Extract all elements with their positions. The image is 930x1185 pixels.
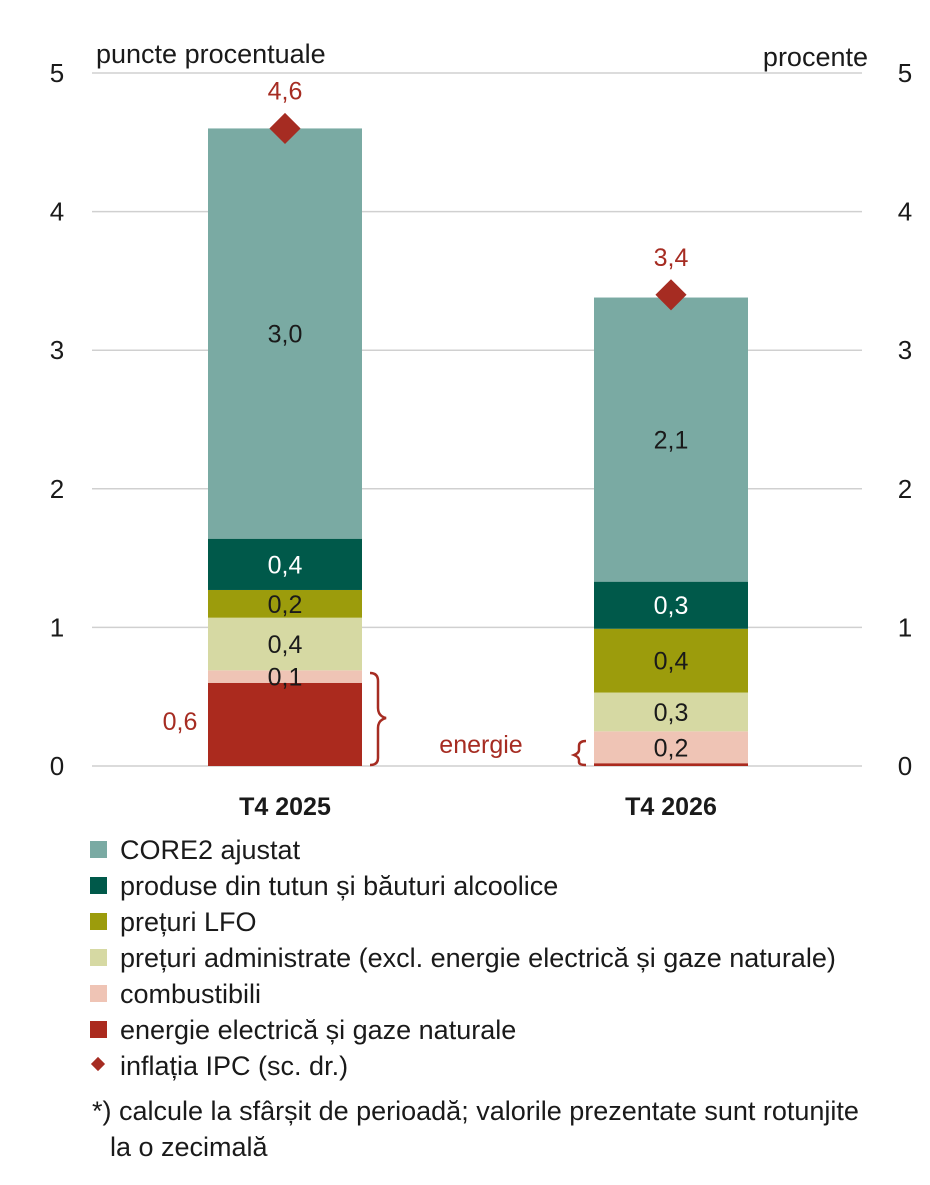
- y-tick-right: 4: [898, 197, 912, 227]
- axis-ticks: 0 0 1 1 2 2 3 3 4 4 5 5 T4 2025 T4 2026: [50, 58, 912, 821]
- energy-value-label-2025: 0,6: [163, 708, 198, 736]
- legend-label: CORE2 ajustat: [120, 835, 301, 865]
- bar-segment: [208, 589, 362, 618]
- cpi-marker: [269, 112, 301, 144]
- legend-swatch: [90, 985, 107, 1002]
- bar-segment: [594, 297, 748, 582]
- y-tick-right: 5: [898, 58, 912, 88]
- legend-label: combustibili: [120, 979, 262, 1009]
- left-axis-title: puncte procentuale: [96, 39, 326, 69]
- segment-label: 2,1: [654, 427, 689, 455]
- legend-label: energie electrică și gaze naturale: [120, 1015, 517, 1045]
- segment-label: 0,4: [268, 631, 303, 659]
- legend-diamond-icon: [90, 1056, 106, 1072]
- bar-segment: [208, 682, 362, 766]
- y-tick-left: 4: [50, 197, 64, 227]
- bar-segment: [594, 731, 748, 764]
- energy-brace-2026: [570, 739, 587, 767]
- bar-segment: [208, 670, 362, 683]
- legend-item: energie electrică și gaze naturale: [90, 1012, 920, 1048]
- y-tick-right: 2: [898, 474, 912, 504]
- legend: CORE2 ajustat produse din tutun și băutur…: [90, 832, 920, 1084]
- energy-word-label-2026: energie: [439, 731, 522, 759]
- right-axis-title: procente: [763, 42, 868, 72]
- legend-swatch: [90, 1021, 107, 1038]
- y-tick-left: 2: [50, 474, 64, 504]
- energy-brace-2025: [369, 671, 387, 767]
- legend-item: inflația IPC (sc. dr.): [90, 1048, 920, 1084]
- stacked-bar-chart: 0,1 0,4 0,2 0,4 3,0 4,6 0,2 0,3 0,4 0,3 2,1 3,4 0 0 1…: [50, 39, 912, 821]
- legend-item: prețuri administrate (excl. energie elec…: [90, 940, 920, 976]
- footnote-line-2: la o zecimală: [110, 1132, 268, 1162]
- y-tick-right: 0: [898, 751, 912, 781]
- legend-item: CORE2 ajustat: [90, 832, 920, 868]
- bars: [208, 128, 748, 766]
- bar-segment: [594, 628, 748, 693]
- footnote: *) calcule la sfârșit de perioadă; valor…: [92, 1093, 922, 1165]
- segment-label: 0,1: [268, 664, 303, 692]
- bar-segment: [208, 128, 362, 539]
- x-tick-label: T4 2025: [239, 793, 331, 821]
- legend-label: produse din tutun și băuturi alcoolice: [120, 871, 559, 901]
- legend-swatch: [90, 841, 107, 858]
- y-tick-left: 3: [50, 335, 64, 365]
- footnote-line-1: *) calcule la sfârșit de perioadă; valor…: [92, 1096, 859, 1126]
- segment-label: 0,2: [654, 734, 689, 762]
- bar-segment: [208, 617, 362, 671]
- segment-label: 0,2: [268, 591, 303, 619]
- legend-swatch: [90, 913, 107, 930]
- segment-label: 0,4: [654, 648, 689, 676]
- bar-segment: [208, 538, 362, 590]
- y-tick-left: 0: [50, 751, 64, 781]
- y-tick-right: 1: [898, 612, 912, 642]
- segment-label: 0,4: [268, 551, 303, 579]
- bar-segment: [594, 581, 748, 629]
- segment-label: 0,3: [654, 699, 689, 727]
- legend-item: prețuri LFO: [90, 904, 920, 940]
- legend-label: inflația IPC (sc. dr.): [120, 1051, 349, 1081]
- legend-label: prețuri administrate (excl. energie elec…: [120, 943, 836, 973]
- data-labels: 0,1 0,4 0,2 0,4 3,0 4,6 0,2 0,3 0,4 0,3 2,1 3,4: [268, 77, 689, 762]
- cpi-marker: [655, 279, 687, 311]
- legend-item: combustibili: [90, 976, 920, 1012]
- cpi-value-label: 4,6: [268, 77, 303, 105]
- legend-swatch: [90, 877, 107, 894]
- y-tick-left: 1: [50, 612, 64, 642]
- bar-segment: [594, 692, 748, 732]
- segment-label: 0,3: [654, 592, 689, 620]
- x-tick-label: T4 2026: [625, 793, 717, 821]
- bar-segment: [594, 763, 748, 766]
- y-tick-left: 5: [50, 58, 64, 88]
- legend-label: prețuri LFO: [120, 907, 257, 937]
- legend-swatch: [90, 949, 107, 966]
- segment-label: 3,0: [268, 321, 303, 349]
- cpi-value-label: 3,4: [654, 244, 689, 272]
- y-tick-right: 3: [898, 335, 912, 365]
- legend-item: produse din tutun și băuturi alcoolice: [90, 868, 920, 904]
